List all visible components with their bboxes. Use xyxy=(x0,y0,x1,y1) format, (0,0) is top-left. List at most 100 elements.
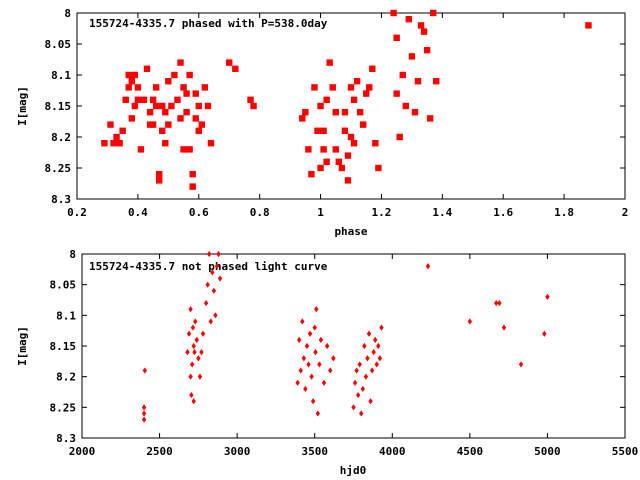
data-point xyxy=(368,398,373,405)
data-point xyxy=(232,65,239,72)
data-point xyxy=(247,96,254,103)
data-point xyxy=(149,96,157,103)
data-point xyxy=(216,250,221,258)
data-point xyxy=(193,318,198,325)
data-point xyxy=(317,361,322,368)
data-point xyxy=(174,96,181,103)
data-point xyxy=(177,59,184,66)
y-tick-label: 8.3 xyxy=(56,432,76,445)
data-point xyxy=(359,121,367,128)
data-point xyxy=(128,115,135,122)
data-point xyxy=(344,177,352,184)
data-point xyxy=(186,71,193,79)
data-point xyxy=(128,78,135,85)
data-point xyxy=(399,71,406,79)
data-point xyxy=(372,140,379,147)
data-point xyxy=(159,127,166,134)
data-point xyxy=(309,373,314,380)
data-point xyxy=(417,22,425,29)
data-point xyxy=(141,410,147,417)
data-point xyxy=(351,404,356,411)
data-point xyxy=(203,299,209,307)
data-point xyxy=(186,146,193,153)
data-point xyxy=(189,171,196,178)
data-point xyxy=(314,306,319,313)
y-tick-label: 8.1 xyxy=(51,69,71,82)
data-point xyxy=(140,96,148,103)
data-point xyxy=(188,373,193,380)
y-tick-label: 8.1 xyxy=(56,309,76,322)
data-point xyxy=(191,342,196,350)
data-point xyxy=(305,146,312,153)
y-tick-label: 8.15 xyxy=(50,340,77,353)
data-point xyxy=(314,127,321,134)
data-point xyxy=(317,102,324,110)
data-point xyxy=(366,330,372,337)
data-point xyxy=(180,84,187,91)
data-point xyxy=(321,379,327,386)
data-point xyxy=(320,146,327,153)
data-point xyxy=(379,324,384,331)
data-point xyxy=(189,361,195,368)
data-point xyxy=(369,65,376,72)
data-point xyxy=(311,84,318,91)
data-point xyxy=(207,140,215,147)
data-point xyxy=(205,281,210,288)
data-point xyxy=(141,416,147,423)
data-point xyxy=(141,404,147,411)
unphased-data-points xyxy=(141,250,550,423)
data-point xyxy=(113,133,120,141)
data-point xyxy=(185,349,190,356)
data-point xyxy=(467,318,473,325)
y-tick-label: 8.05 xyxy=(50,279,77,292)
data-point xyxy=(323,96,330,103)
data-point xyxy=(299,115,306,122)
data-point xyxy=(425,263,431,270)
data-point xyxy=(159,102,166,110)
data-point xyxy=(195,127,202,134)
data-point xyxy=(332,146,339,153)
data-point xyxy=(300,318,305,325)
y-tick-label: 8.2 xyxy=(51,131,71,144)
data-point xyxy=(149,121,157,128)
data-point xyxy=(226,59,233,66)
data-point xyxy=(362,342,367,350)
data-point xyxy=(307,330,313,337)
data-point xyxy=(326,59,333,66)
data-point xyxy=(310,398,316,405)
y-tick-label: 8.3 xyxy=(51,193,71,206)
data-point xyxy=(146,109,154,116)
data-point xyxy=(162,109,169,116)
data-point xyxy=(101,140,108,147)
data-point xyxy=(201,84,209,91)
y-tick-label: 8.2 xyxy=(56,371,76,384)
data-point xyxy=(110,140,117,147)
data-point xyxy=(200,330,206,337)
data-point xyxy=(344,152,352,159)
data-point xyxy=(303,385,308,393)
x-tick-label: 1.8 xyxy=(554,206,574,219)
x-tick-label: 2000 xyxy=(69,445,96,458)
data-point xyxy=(217,275,223,282)
data-point xyxy=(338,164,346,172)
y-tick-label: 8 xyxy=(69,248,76,261)
x-tick-label: 4000 xyxy=(379,445,406,458)
phased-x-axis-label: phase xyxy=(334,225,367,238)
data-point xyxy=(542,330,547,337)
data-point xyxy=(306,361,311,368)
data-point xyxy=(408,53,416,60)
data-point xyxy=(191,398,196,405)
data-point xyxy=(354,367,359,374)
data-point xyxy=(353,78,361,85)
data-point xyxy=(331,355,336,362)
data-point xyxy=(211,287,217,294)
data-point xyxy=(402,102,409,110)
x-tick-label: 4500 xyxy=(457,445,484,458)
data-point xyxy=(198,121,206,128)
unphased-plot-title: 155724-4335.7 not phased light curve xyxy=(89,260,328,273)
data-point xyxy=(152,84,160,91)
data-point xyxy=(347,84,355,91)
data-point xyxy=(366,84,373,91)
